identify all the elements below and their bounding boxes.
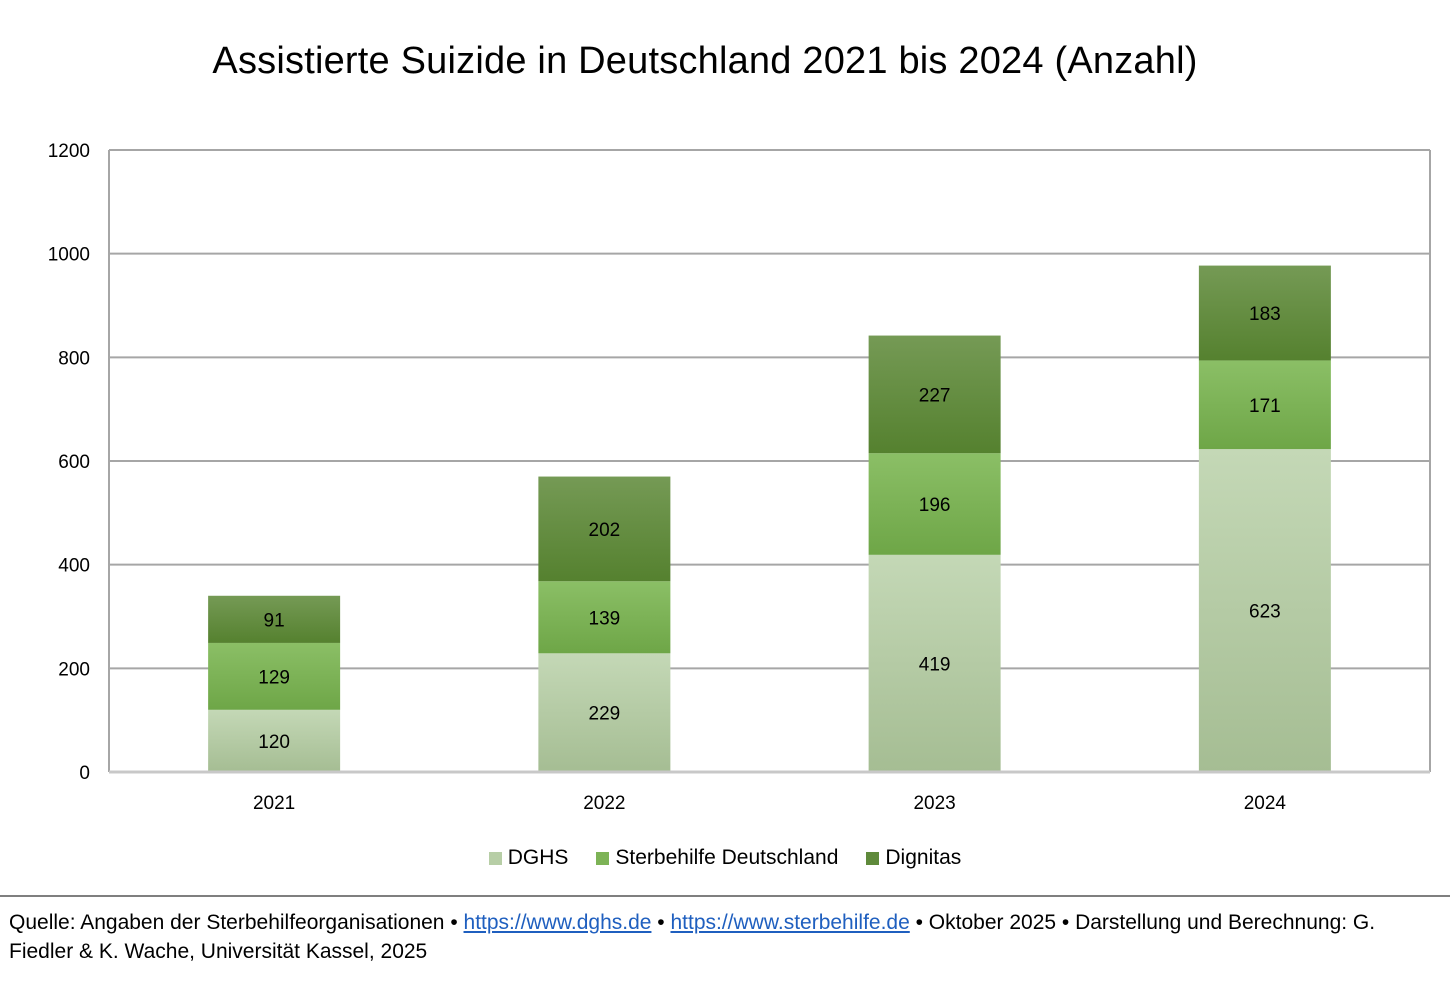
legend-swatch-dghs bbox=[488, 851, 502, 865]
legend-item-dghs: DGHS bbox=[488, 846, 569, 870]
bar-sterbehilfe-deutschland-2022 bbox=[538, 581, 671, 654]
x-tick-label: 2024 bbox=[1244, 793, 1287, 814]
sterbehilfe-link[interactable]: https://www.sterbehilfe.de bbox=[670, 911, 910, 934]
legend-label-dghs: DGHS bbox=[507, 846, 569, 869]
y-tick-label: 0 bbox=[79, 763, 90, 784]
data-label-dignitas-2024: 183 bbox=[1249, 304, 1281, 325]
bar-sterbehilfe-deutschland-2024 bbox=[1198, 360, 1331, 450]
y-tick-label: 200 bbox=[58, 659, 90, 680]
data-label-dghs-2021: 120 bbox=[258, 732, 290, 753]
bar-sterbehilfe-deutschland-2021 bbox=[208, 642, 341, 710]
bar-dignitas-2024 bbox=[1198, 265, 1331, 361]
data-label-dghs-2024: 623 bbox=[1249, 602, 1281, 623]
divider bbox=[0, 895, 1450, 897]
data-label-dignitas-2022: 202 bbox=[589, 520, 621, 541]
source-prefix: Quelle: Angaben der Sterbehilfeorganisat… bbox=[9, 911, 464, 934]
legend-item-sterbehilfe-deutschland: Sterbehilfe Deutschland bbox=[596, 846, 838, 870]
source-suffix: • Oktober 2025 • Darstellung und Berechn… bbox=[9, 911, 1376, 963]
data-label-dignitas-2021: 91 bbox=[264, 610, 285, 631]
legend: DGHS Sterbehilfe Deutschland Dignitas bbox=[0, 846, 1450, 870]
x-tick-label: 2023 bbox=[913, 793, 955, 814]
legend-label-dignitas: Dignitas bbox=[885, 846, 962, 869]
chart-plot: 120 129 91 229 139 202 419 196 227 623 171 183 0 200… bbox=[48, 141, 1431, 814]
data-label-dghs-2023: 419 bbox=[919, 654, 951, 675]
x-tick-label: 2022 bbox=[583, 793, 625, 814]
source-note: Quelle: Angaben der Sterbehilfeorganisat… bbox=[9, 908, 1429, 966]
source-separator: • bbox=[651, 911, 671, 934]
bar-dignitas-2021 bbox=[208, 595, 341, 643]
bar-dghs-2022 bbox=[538, 653, 671, 772]
y-tick-label: 1000 bbox=[48, 245, 90, 266]
bar-dignitas-2022 bbox=[538, 476, 671, 582]
legend-swatch-dignitas bbox=[866, 851, 880, 865]
chart-title: Assistierte Suizide in Deutschland 2021 … bbox=[212, 40, 1198, 82]
y-tick-label: 400 bbox=[58, 556, 90, 577]
y-tick-label: 800 bbox=[58, 348, 90, 369]
bar-dghs-2023 bbox=[868, 554, 1001, 772]
dghs-link[interactable]: https://www.dghs.de bbox=[463, 911, 652, 934]
bar-dignitas-2023 bbox=[868, 335, 1001, 454]
data-label-dignitas-2023: 227 bbox=[919, 385, 951, 406]
legend-label-sterbehilfe-deutschland: Sterbehilfe Deutschland bbox=[615, 846, 839, 869]
data-label-dghs-2022: 229 bbox=[589, 704, 621, 725]
y-tick-label: 600 bbox=[58, 452, 90, 473]
legend-item-dignitas: Dignitas bbox=[866, 846, 961, 870]
bar-dghs-2021 bbox=[208, 709, 341, 772]
data-label-sterbehilfe-deutschland-2024: 171 bbox=[1249, 396, 1281, 417]
y-tick-label: 1200 bbox=[48, 141, 90, 162]
data-label-sterbehilfe-deutschland-2023: 196 bbox=[919, 495, 951, 516]
x-tick-label: 2021 bbox=[253, 793, 295, 814]
bar-sterbehilfe-deutschland-2023 bbox=[868, 453, 1001, 555]
bar-dghs-2024 bbox=[1198, 449, 1331, 772]
legend-swatch-sterbehilfe-deutschland bbox=[596, 851, 610, 865]
data-label-sterbehilfe-deutschland-2022: 139 bbox=[589, 608, 621, 629]
data-label-sterbehilfe-deutschland-2021: 129 bbox=[258, 667, 290, 688]
